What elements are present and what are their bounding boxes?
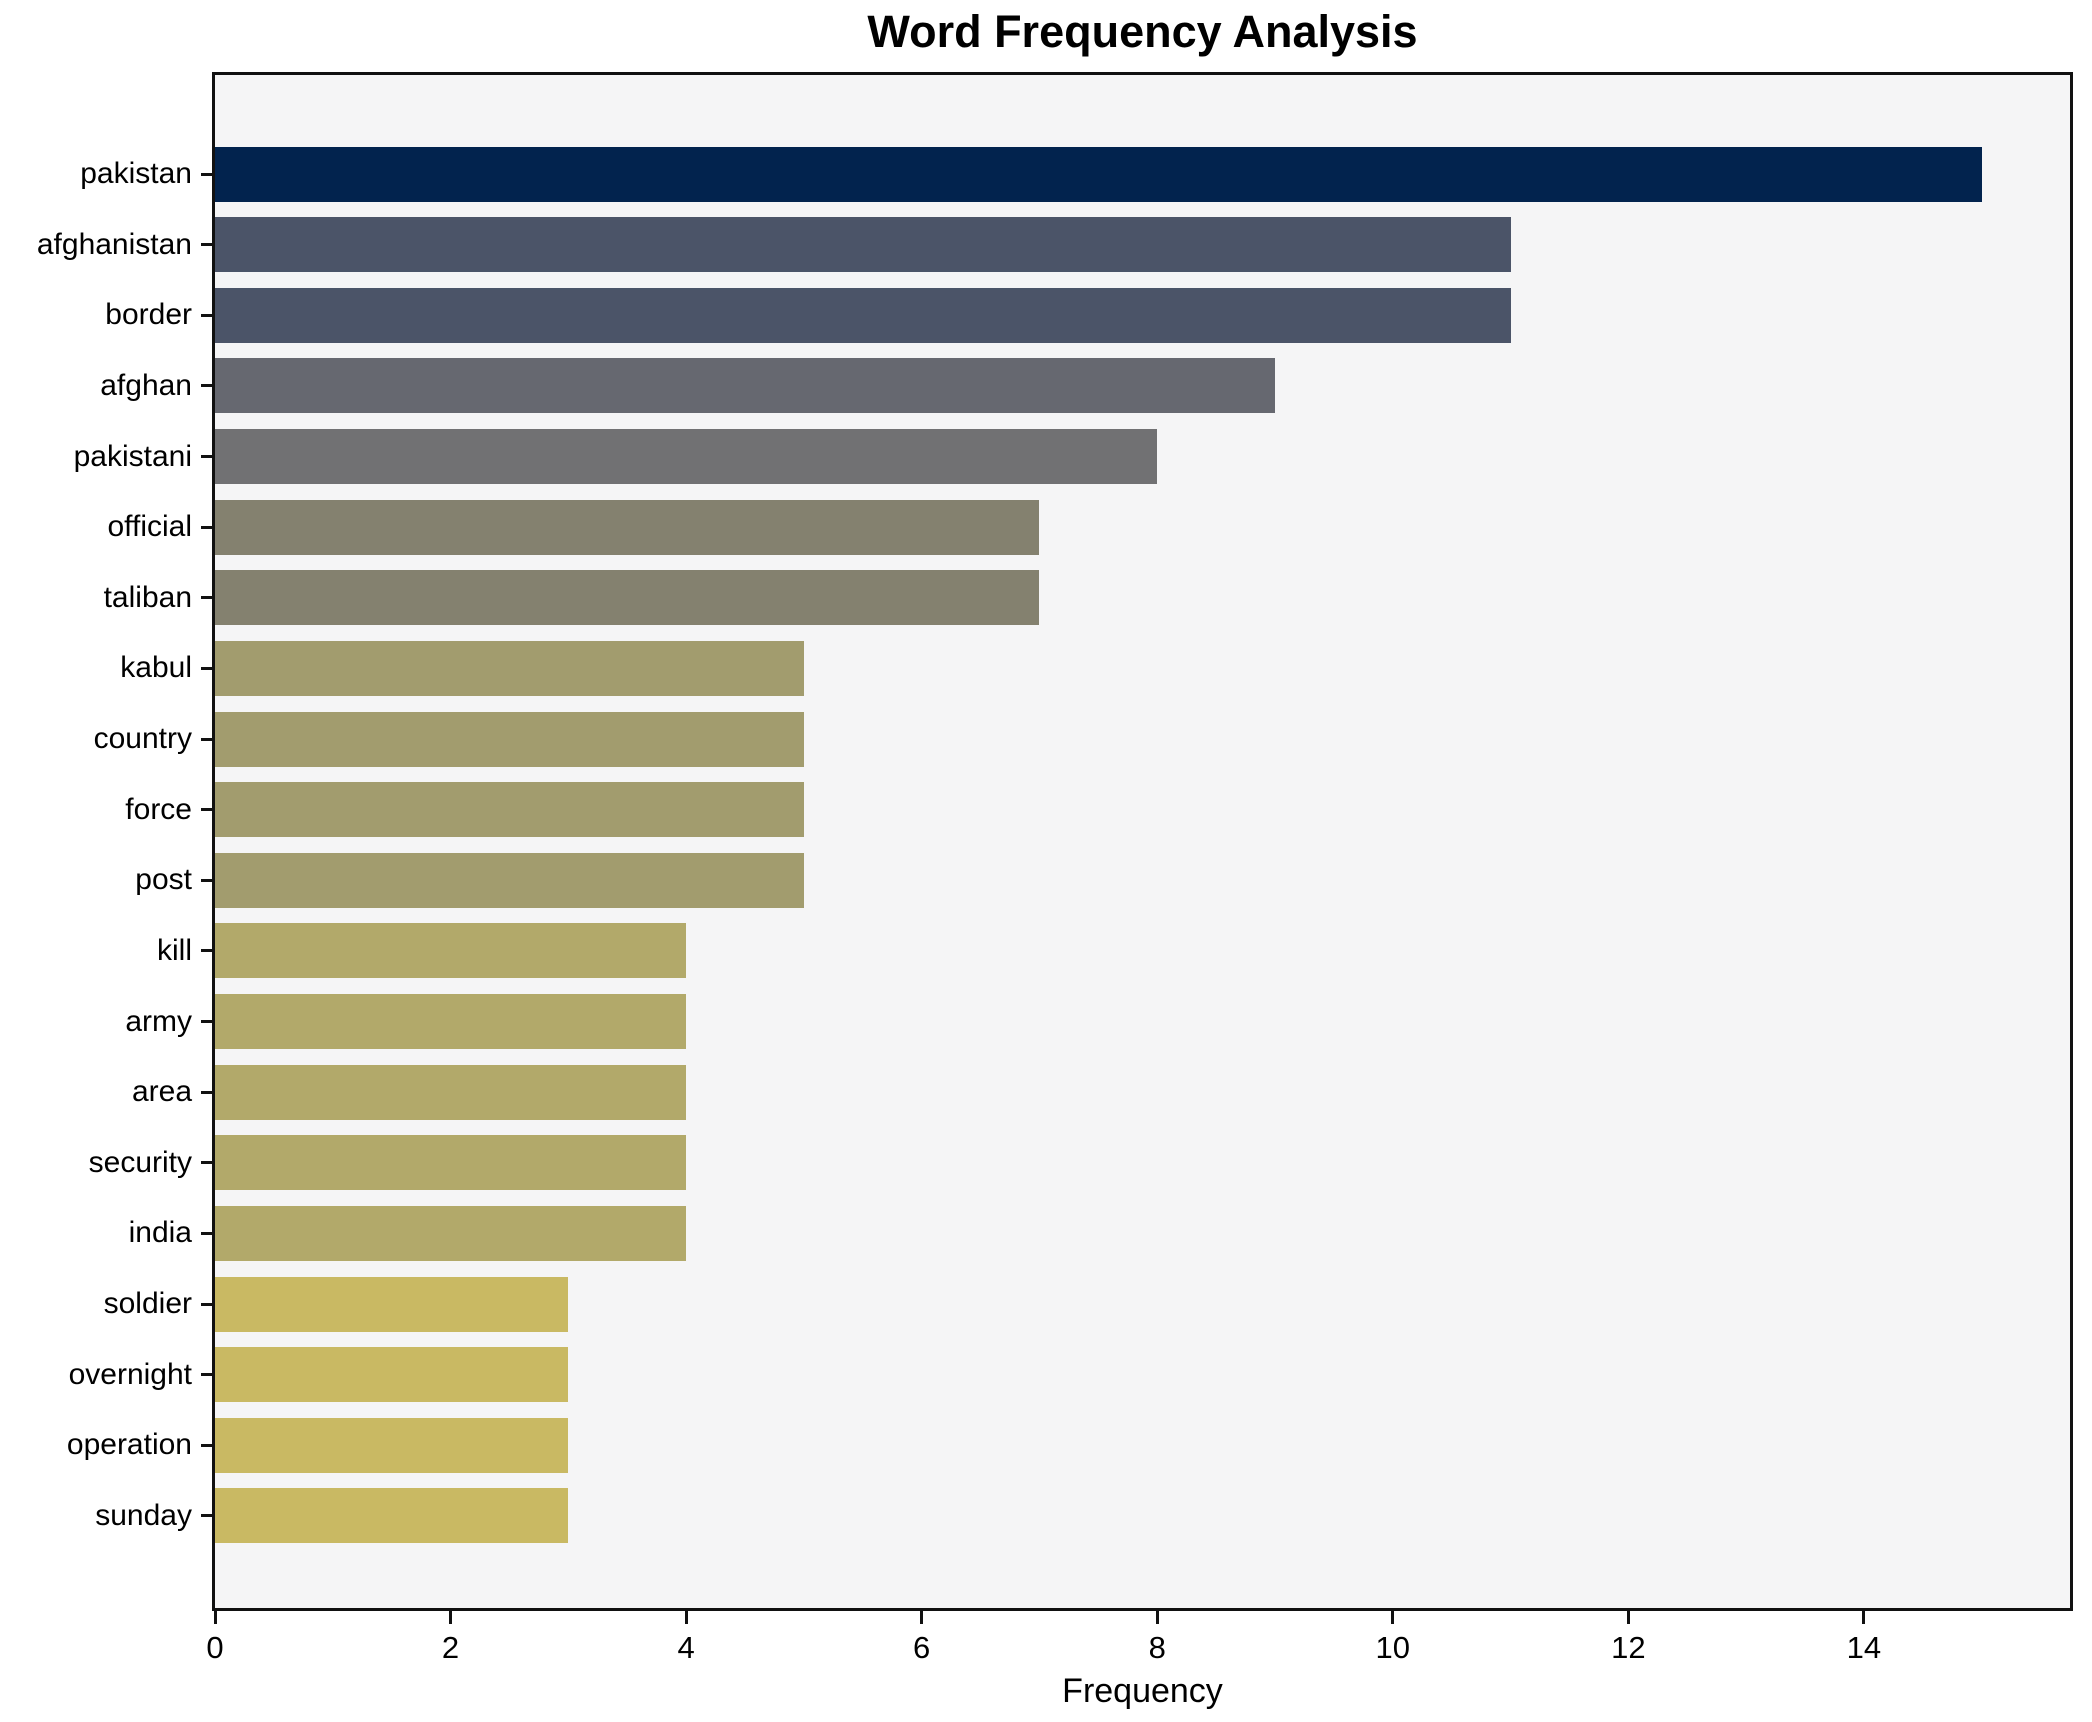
y-tick-label-army: army	[125, 1004, 192, 1038]
y-tick-mark	[201, 808, 212, 812]
y-tick-mark	[201, 455, 212, 459]
y-tick-mark	[201, 596, 212, 600]
bar-pakistan	[215, 146, 1982, 202]
y-tick-mark	[201, 1514, 212, 1518]
bar-overnight	[215, 1347, 569, 1403]
y-tick-label-area: area	[131, 1075, 192, 1109]
x-tick-label-2: 2	[441, 1630, 460, 1665]
y-tick-label-kabul: kabul	[120, 651, 192, 685]
y-tick-label-pakistani: pakistani	[73, 439, 192, 473]
x-tick-mark	[1155, 1611, 1159, 1624]
bar-army	[215, 994, 687, 1050]
bar-taliban	[215, 570, 1040, 626]
bar-pakistani	[215, 429, 1158, 485]
y-tick-label-afghanistan: afghanistan	[36, 227, 192, 261]
y-tick-mark	[201, 1020, 212, 1024]
y-tick-label-border: border	[105, 298, 192, 332]
bar-border	[215, 287, 1511, 343]
x-tick-mark	[1626, 1611, 1630, 1624]
y-tick-label-pakistan: pakistan	[80, 157, 192, 190]
y-tick-label-soldier: soldier	[103, 1287, 192, 1321]
x-axis-title: Frequency	[1062, 1672, 1223, 1710]
x-tick-label-10: 10	[1375, 1630, 1410, 1665]
bar-operation	[215, 1417, 569, 1473]
y-tick-mark	[201, 1443, 212, 1447]
bar-kabul	[215, 640, 804, 696]
y-tick-mark	[201, 384, 212, 388]
y-tick-mark	[201, 878, 212, 882]
y-tick-label-india: india	[128, 1216, 192, 1250]
x-tick-label-0: 0	[206, 1630, 224, 1665]
x-tick-mark	[920, 1611, 924, 1624]
y-tick-mark	[201, 313, 212, 317]
x-tick-label-6: 6	[913, 1630, 931, 1665]
x-tick-mark	[684, 1611, 688, 1624]
bar-post	[215, 852, 804, 908]
y-tick-label-security: security	[88, 1145, 192, 1179]
x-tick-label-12: 12	[1611, 1630, 1646, 1665]
y-tick-label-official: official	[107, 510, 193, 544]
plot-area	[212, 72, 2073, 1611]
y-tick-mark	[201, 1231, 212, 1235]
y-tick-label-country: country	[93, 722, 192, 756]
bar-country	[215, 711, 804, 767]
y-tick-mark	[201, 172, 212, 176]
y-tick-mark	[201, 525, 212, 529]
y-tick-mark	[201, 243, 212, 247]
y-tick-mark	[201, 1302, 212, 1306]
y-tick-label-overnight: overnight	[68, 1357, 192, 1391]
bar-afghanistan	[215, 217, 1511, 273]
y-tick-label-kill: kill	[157, 933, 192, 967]
bar-india	[215, 1205, 687, 1261]
x-tick-label-14: 14	[1846, 1630, 1882, 1665]
bar-kill	[215, 923, 687, 979]
bar-area	[215, 1064, 687, 1120]
bar-force	[215, 782, 804, 838]
y-tick-mark	[201, 1373, 212, 1377]
bar-soldier	[215, 1276, 569, 1332]
bar-afghan	[215, 358, 1275, 414]
bar-official	[215, 499, 1040, 555]
x-tick-mark	[1391, 1611, 1395, 1624]
y-tick-label-force: force	[125, 792, 192, 826]
x-tick-label-8: 8	[1148, 1630, 1166, 1665]
y-tick-label-sunday: sunday	[95, 1498, 192, 1532]
x-tick-mark	[1862, 1611, 1866, 1624]
bar-security	[215, 1135, 687, 1191]
y-tick-mark	[201, 1090, 212, 1094]
bar-sunday	[215, 1488, 569, 1544]
y-tick-mark	[201, 666, 212, 670]
x-tick-mark	[449, 1611, 453, 1624]
y-tick-mark	[201, 1161, 212, 1165]
y-tick-mark	[201, 737, 212, 741]
y-tick-label-operation: operation	[66, 1428, 192, 1462]
y-tick-mark	[201, 949, 212, 953]
x-tick-label-4: 4	[677, 1630, 695, 1665]
y-tick-label-taliban: taliban	[103, 580, 192, 614]
x-tick-mark	[213, 1611, 217, 1624]
chart-title: Word Frequency Analysis	[867, 6, 1418, 57]
y-tick-label-post: post	[135, 863, 192, 897]
y-tick-label-afghan: afghan	[100, 368, 192, 402]
